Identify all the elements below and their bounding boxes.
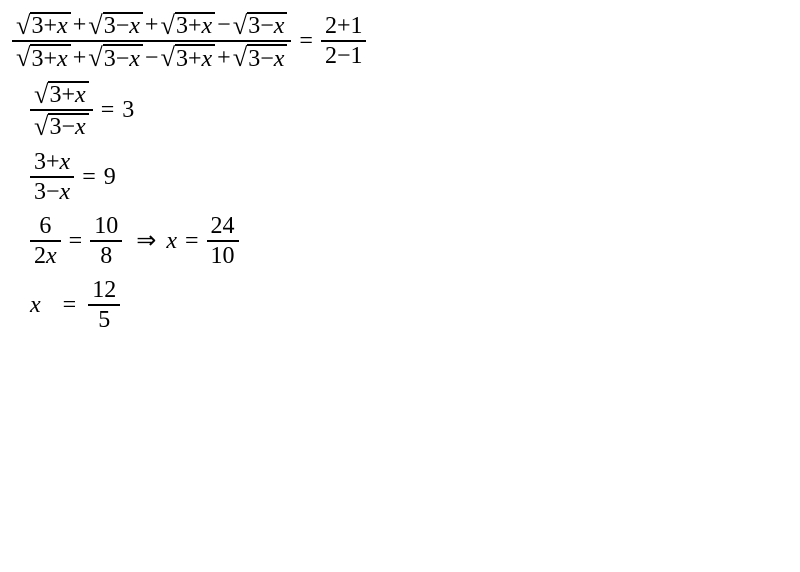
rhs-fraction: 12 5	[88, 276, 120, 334]
mid-fraction: 10 8	[90, 212, 122, 270]
big-fraction: √3+x + √3−x + √3+x − √3−x √3+x + √3−x − …	[12, 10, 291, 73]
equals-sign: =	[41, 293, 89, 317]
radicand: 3−x	[247, 12, 287, 38]
sqrt-icon: √3+x	[160, 44, 215, 70]
denominator: √3+x + √3−x − √3+x + √3−x	[12, 42, 291, 72]
lhs-fraction: 6 2x	[30, 212, 61, 270]
equation-line-2: √3+x √3−x = 3	[12, 79, 788, 142]
equals-sign: =	[291, 29, 321, 53]
sqrt-icon: √3−x	[34, 113, 89, 139]
implies-arrow-icon: ⇒	[122, 229, 166, 253]
radicand: 3−x	[103, 12, 143, 38]
rhs-fraction: 24 10	[207, 212, 239, 270]
sqrt-icon: √3+x	[16, 12, 71, 38]
sqrt-icon: √3−x	[88, 12, 143, 38]
radicand: 3−x	[247, 44, 287, 70]
equals-sign: =	[74, 165, 104, 189]
minus-op: −	[215, 13, 233, 37]
radicand: 3+x	[48, 81, 88, 107]
equals-sign: =	[177, 229, 207, 253]
lhs-fraction: √3+x √3−x	[30, 79, 93, 142]
denominator: 8	[96, 242, 116, 270]
sqrt-icon: √3−x	[233, 44, 288, 70]
numerator: 24	[207, 212, 239, 240]
equals-sign: =	[93, 98, 123, 122]
minus-op: −	[143, 46, 161, 70]
plus-op: +	[215, 46, 233, 70]
plus-op: +	[71, 46, 89, 70]
equation-line-3: 3+x 3−x = 9	[12, 148, 788, 206]
radicand: 3+x	[175, 12, 215, 38]
denominator: 2x	[30, 242, 61, 270]
denominator: √3−x	[30, 111, 93, 141]
denominator: 2−1	[321, 42, 367, 70]
equals-sign: =	[61, 229, 91, 253]
rhs-value: 3	[122, 98, 134, 122]
plus-op: +	[143, 13, 161, 37]
variable-x: x	[30, 293, 41, 317]
sqrt-icon: √3+x	[160, 12, 215, 38]
numerator: 2+1	[321, 12, 367, 40]
radicand: 3−x	[103, 44, 143, 70]
equation-line-1: √3+x + √3−x + √3+x − √3−x √3+x + √3−x − …	[12, 10, 788, 73]
radicand: 3+x	[30, 44, 70, 70]
den-text: 2x	[34, 244, 57, 268]
num-text: 3+x	[34, 150, 70, 174]
equation-line-5: x = 12 5	[12, 276, 788, 334]
denominator: 3−x	[30, 178, 74, 206]
denominator: 10	[207, 242, 239, 270]
rhs-value: 9	[104, 165, 116, 189]
numerator: 12	[88, 276, 120, 304]
numerator: 10	[90, 212, 122, 240]
numerator: 6	[35, 212, 55, 240]
plus-op: +	[71, 13, 89, 37]
radicand: 3+x	[175, 44, 215, 70]
sqrt-icon: √3−x	[88, 44, 143, 70]
numerator: √3+x + √3−x + √3+x − √3−x	[12, 10, 291, 40]
radicand: 3−x	[48, 113, 88, 139]
den-text: 3−x	[34, 180, 70, 204]
radicand: 3+x	[30, 12, 70, 38]
numerator: 3+x	[30, 148, 74, 176]
sqrt-icon: √3+x	[34, 81, 89, 107]
equation-line-4: 6 2x = 10 8 ⇒ x = 24 10	[12, 212, 788, 270]
sqrt-icon: √3−x	[233, 12, 288, 38]
lhs-fraction: 3+x 3−x	[30, 148, 74, 206]
sqrt-icon: √3+x	[16, 44, 71, 70]
rhs-fraction: 2+1 2−1	[321, 12, 367, 70]
variable-x: x	[166, 229, 177, 253]
denominator: 5	[94, 306, 114, 334]
numerator: √3+x	[30, 79, 93, 109]
